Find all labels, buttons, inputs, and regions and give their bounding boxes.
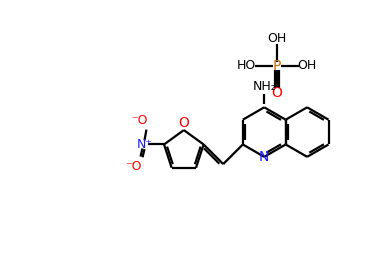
Text: HO: HO (237, 59, 256, 72)
Text: NH₂: NH₂ (252, 80, 276, 93)
Text: P: P (273, 59, 281, 73)
Text: N: N (259, 150, 269, 164)
Text: N⁺: N⁺ (136, 138, 152, 151)
Text: ⁻O: ⁻O (131, 114, 148, 127)
Text: OH: OH (297, 59, 317, 72)
Text: OH: OH (268, 32, 287, 45)
Text: ⁻O: ⁻O (125, 160, 142, 173)
Text: O: O (272, 87, 283, 101)
Text: O: O (178, 116, 189, 130)
